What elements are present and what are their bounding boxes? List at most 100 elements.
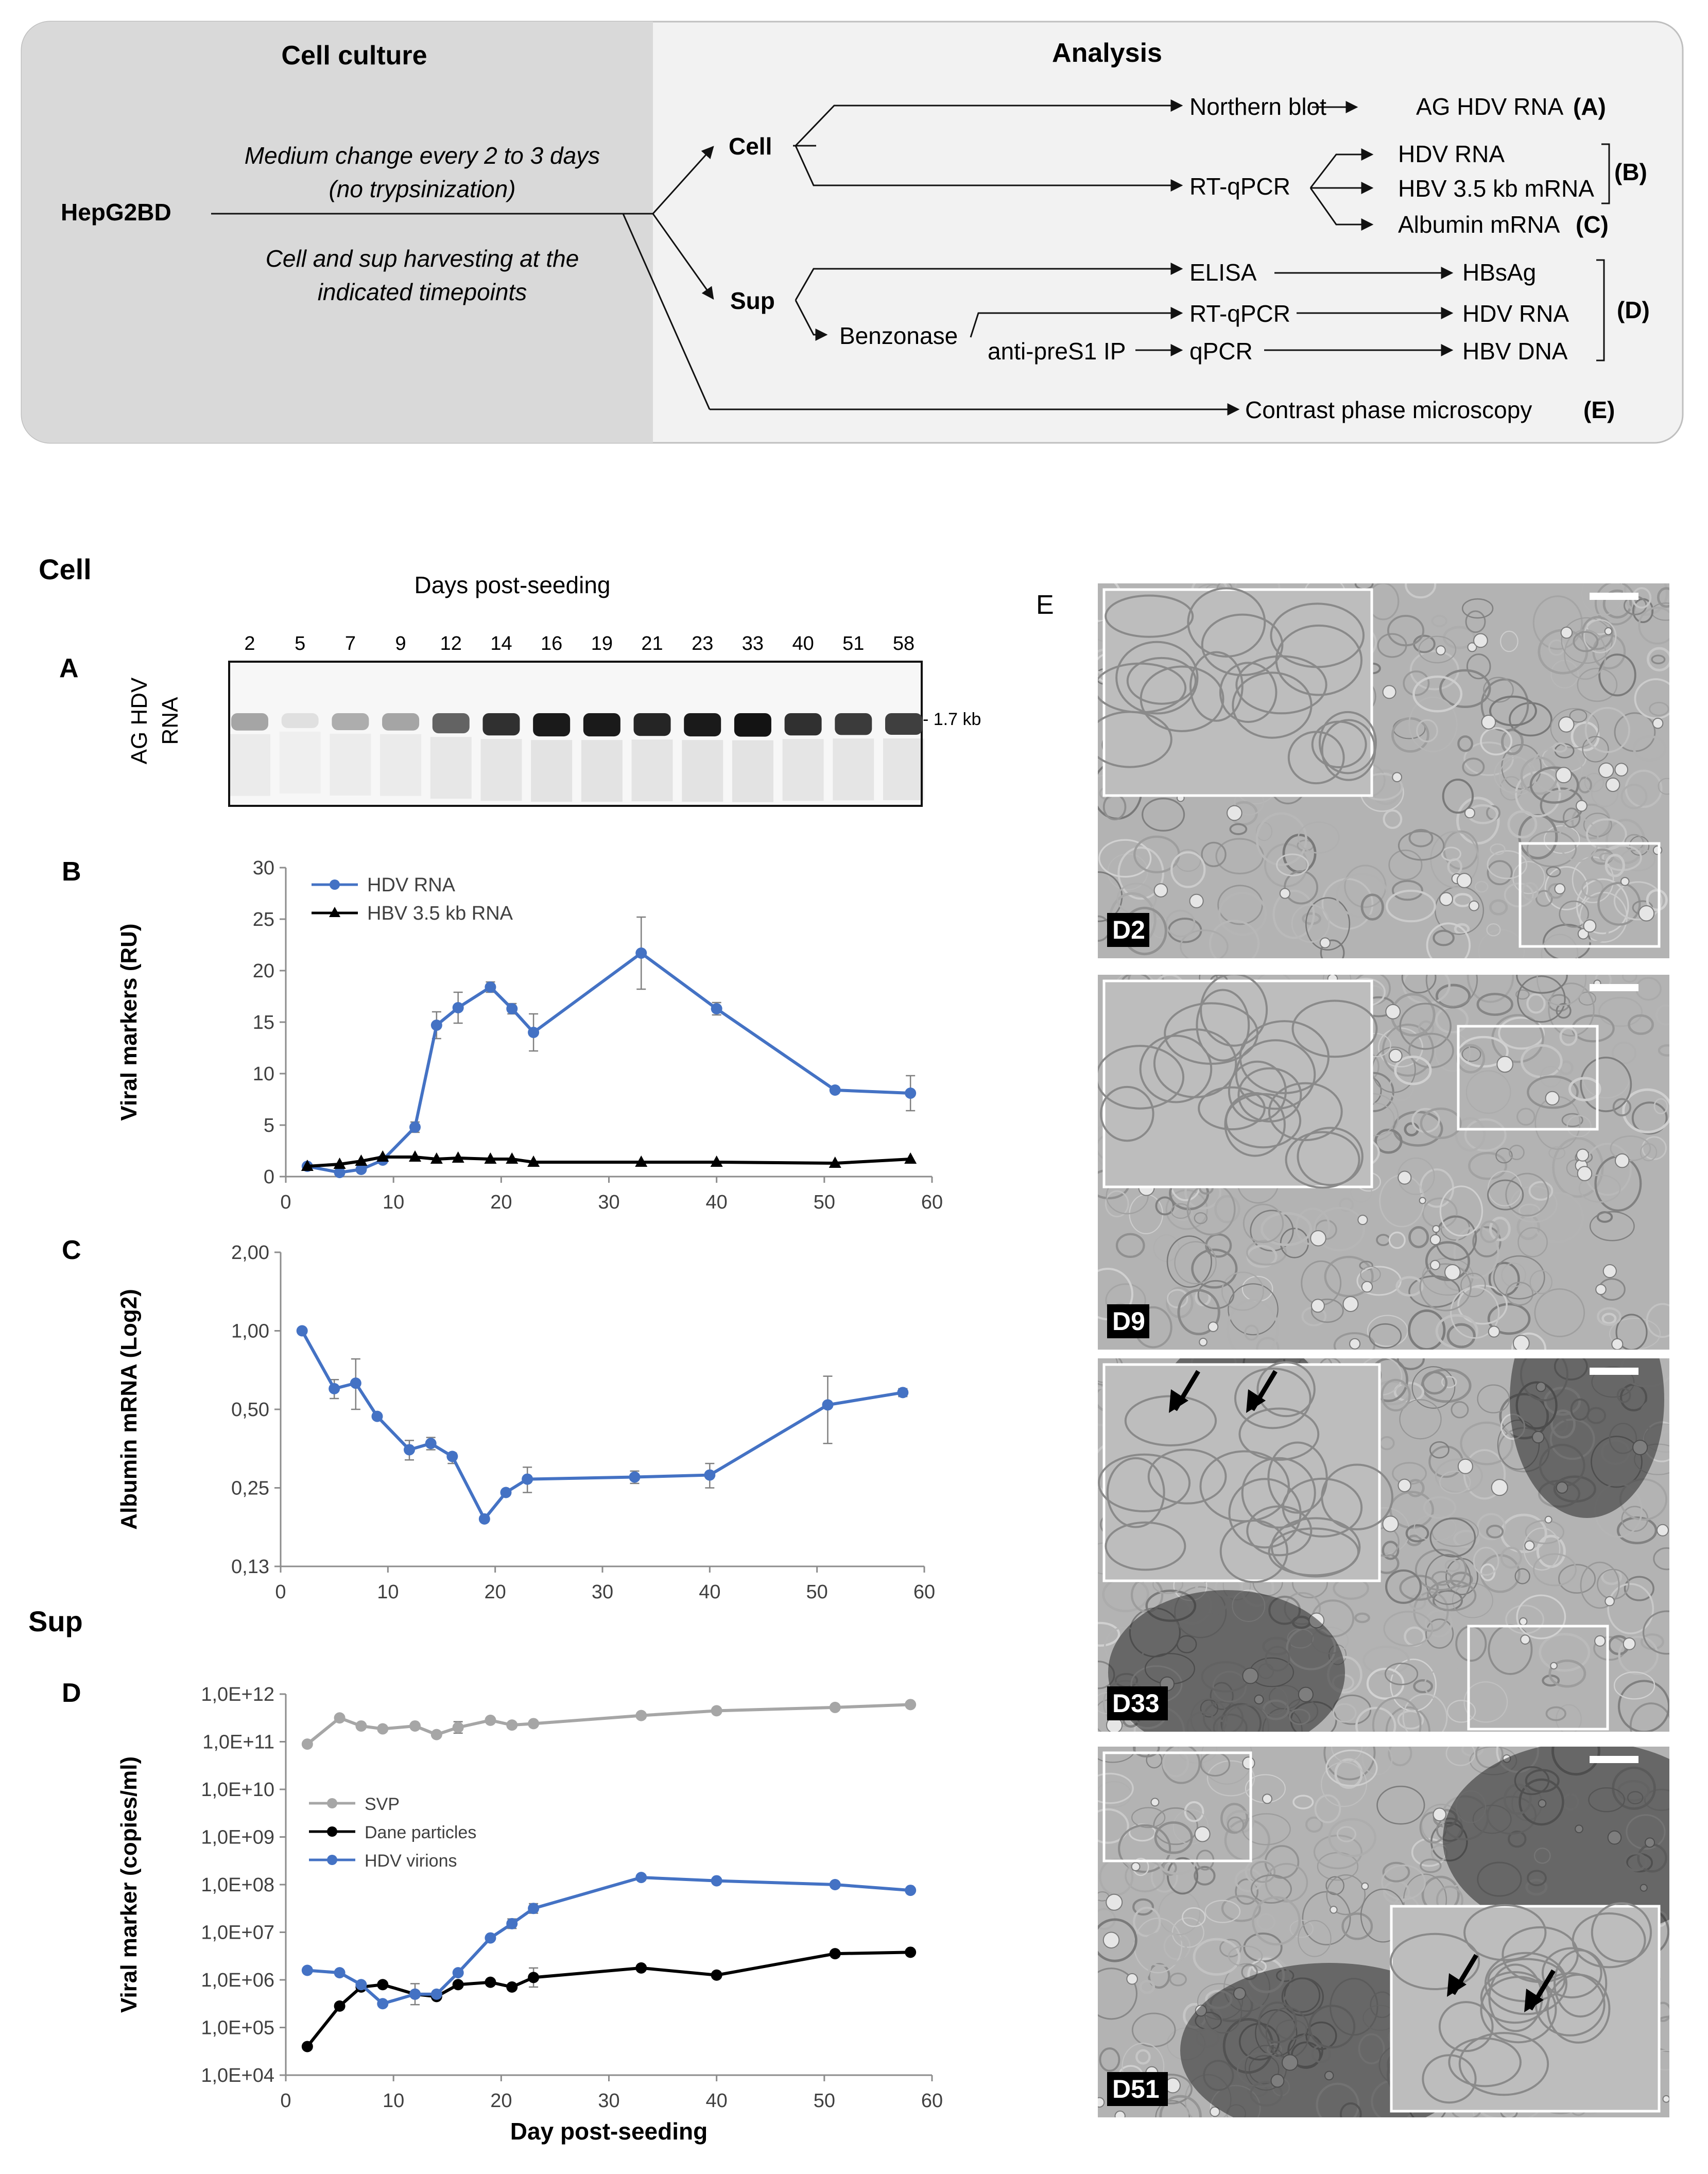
cell-outline <box>1169 1972 1187 1987</box>
inset-cell-outline <box>1106 1457 1165 1528</box>
data-point <box>506 1003 518 1014</box>
cell-outline <box>1605 819 1646 865</box>
cell-nucleus <box>1153 883 1168 898</box>
section-label-sup: Sup <box>28 1605 83 1637</box>
cell-nucleus <box>1606 777 1620 792</box>
cell-outline <box>1463 1449 1506 1500</box>
cell-outline <box>1154 1821 1193 1854</box>
cell-outline <box>1573 631 1599 652</box>
day-label-bg <box>1107 1304 1149 1338</box>
x-tick-label: 0 <box>275 1581 286 1603</box>
cell-outline <box>1425 1554 1472 1605</box>
cell-outline <box>1532 595 1583 650</box>
cell-outline <box>1388 1231 1406 1249</box>
cell-outline <box>1425 1241 1470 1281</box>
inset-cell-outline <box>1234 1367 1312 1429</box>
cell-outline <box>1584 772 1604 792</box>
data-point <box>897 1387 909 1399</box>
y-tick-label: 1,0E+11 <box>202 1732 274 1753</box>
cell-outline <box>1461 1046 1481 1062</box>
data-point <box>430 1152 443 1164</box>
cell-outline <box>1369 1323 1402 1349</box>
data-point <box>822 1399 834 1411</box>
cell-nucleus <box>1242 1756 1255 1770</box>
zoom-region-box <box>1102 1751 1252 1862</box>
cell-nucleus <box>1554 883 1566 894</box>
cell-outline <box>1550 708 1599 749</box>
cell-outline <box>1098 1918 1137 1962</box>
cell-outline <box>1325 1749 1378 1787</box>
cell-outline <box>1578 1174 1621 1203</box>
day-label: D9 <box>1112 1307 1145 1336</box>
cell-nucleus <box>1126 1973 1138 1985</box>
cell-outline <box>1489 899 1508 916</box>
data-point <box>905 1885 917 1896</box>
cell-outline <box>1256 1337 1280 1350</box>
cell-outline <box>1638 607 1669 645</box>
hbsag-label: HBsAg <box>1462 259 1536 286</box>
data-point <box>485 1976 496 1988</box>
legend-marker <box>327 1798 337 1808</box>
cell-nucleus <box>1392 772 1402 783</box>
data-point <box>485 981 496 993</box>
cell-nucleus <box>1583 919 1597 933</box>
cell-nucleus <box>1262 1793 1272 1804</box>
cell-outline <box>1642 1610 1669 1655</box>
cell-outline <box>1305 1816 1323 1833</box>
cell-outline <box>1446 1323 1476 1349</box>
cell-outline <box>1320 1762 1367 1807</box>
cell-outline <box>1566 1115 1592 1137</box>
data-point <box>446 1451 458 1462</box>
day-label-bg <box>1107 913 1149 947</box>
cell-outline <box>1445 1747 1476 1766</box>
cell-outline <box>1313 1206 1365 1252</box>
blot-band <box>784 713 822 736</box>
data-point <box>409 1720 421 1732</box>
cell-outline <box>1499 757 1537 796</box>
legend-marker <box>327 1855 337 1865</box>
data-point <box>409 1121 421 1133</box>
cell-nucleus <box>1614 1153 1630 1168</box>
cell-nucleus <box>1199 1338 1207 1347</box>
cell-outline <box>1621 975 1637 983</box>
inset-cell-outline <box>1291 999 1378 1058</box>
cell-outline <box>1632 735 1667 762</box>
data-point <box>329 1383 340 1394</box>
cell-outline <box>1620 784 1648 809</box>
cell-outline <box>1465 1070 1511 1114</box>
cell-outline <box>1427 1580 1477 1612</box>
inset-cell-outline <box>1126 657 1197 705</box>
data-point <box>334 1167 346 1178</box>
data-point <box>377 1154 389 1166</box>
blot-lane-smear <box>631 739 673 802</box>
y-tick-label: 0,50 <box>231 1399 269 1421</box>
cell-outline <box>1227 1816 1245 1833</box>
inset-cell-outline <box>1201 613 1284 677</box>
blot-band <box>684 713 721 737</box>
cell-outline <box>1245 1858 1274 1885</box>
cell-outline <box>1243 1203 1284 1244</box>
cell-outline <box>1528 1181 1554 1201</box>
cell-outline <box>1518 1203 1541 1218</box>
hdv-rna-sup-label: HDV RNA <box>1462 300 1569 327</box>
blot-lane-label: 23 <box>692 633 713 654</box>
cell-outline <box>1402 1693 1448 1732</box>
cell-outline <box>1536 975 1587 1006</box>
rtqpcr-sup-label: RT-qPCR <box>1189 300 1290 327</box>
blot-lane-smear <box>531 740 573 802</box>
cell-nucleus <box>1388 1048 1403 1063</box>
dense-cluster <box>1443 1747 1669 1937</box>
cell-nucleus <box>1398 1478 1411 1492</box>
blot-lane-smear <box>833 738 874 801</box>
chart-d-viral-marker-sup: 0 10 20 30 40 50 60 1,0E+04 1,0E+05 1,0E+06 1,0E+0… <box>116 1684 943 2145</box>
cell-outline <box>1276 853 1309 876</box>
cell-outline <box>1598 653 1636 697</box>
cell-outline <box>1622 1088 1669 1134</box>
cell-outline <box>1433 929 1455 946</box>
cell-outline <box>1166 1289 1188 1308</box>
cell-nucleus <box>1662 2095 1669 2103</box>
inset-cell-outline <box>1098 1045 1185 1110</box>
hbv-mrna-label: HBV 3.5 kb mRNA <box>1398 175 1594 202</box>
cell-outline <box>1105 1190 1129 1218</box>
cell-outline <box>1653 1547 1669 1571</box>
